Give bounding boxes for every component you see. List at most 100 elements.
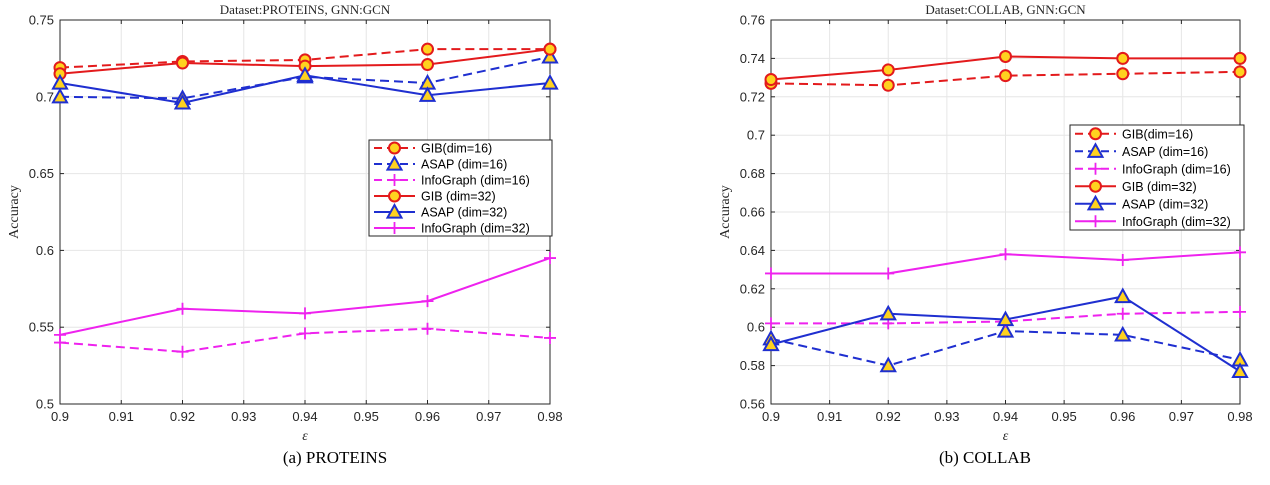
y-tick-label: 0.76 [740, 13, 765, 28]
y-tick-label: 0.6 [747, 320, 765, 335]
x-tick-label: 0.94 [292, 409, 317, 424]
caption-proteins: (a) PROTEINS [282, 448, 388, 467]
legend-marker [388, 141, 401, 155]
x-tick-label: 0.98 [537, 409, 562, 424]
legend-marker [388, 189, 401, 203]
data-point [1116, 254, 1129, 266]
legend-marker [1086, 194, 1105, 211]
y-tick-label: 0.75 [29, 13, 54, 28]
x-tick-label: 0.91 [817, 409, 842, 424]
data-point [173, 93, 192, 110]
series-5 [762, 287, 1249, 378]
data-point [299, 327, 311, 340]
data-point [879, 356, 897, 373]
legend-label: GIB (dim=32) [421, 190, 496, 204]
data-point [881, 63, 895, 77]
series-6 [54, 252, 556, 341]
legend-label: InfoGraph (dim=16) [1122, 162, 1231, 176]
legend: GIB(dim=16) ASAP (dim=16) InfoGraph (dim=1… [368, 139, 553, 237]
legend-marker [1089, 179, 1102, 193]
data-point [999, 49, 1012, 63]
data-point [1116, 51, 1130, 65]
legend-marker [385, 202, 404, 219]
data-point [176, 302, 189, 315]
series-1 [764, 65, 1247, 92]
data-point [54, 328, 66, 341]
data-point [764, 73, 778, 87]
data-point [879, 304, 897, 321]
data-point [765, 267, 777, 280]
data-point [1234, 246, 1246, 259]
charts-canvas: 0.9 0.91 0.92 0.93 0.94 0.95 0.96 0.97 0.98 0.5 0.… [7, 2, 1253, 440]
y-tick-label: 0.66 [740, 205, 765, 220]
data-point [421, 58, 434, 72]
x-tick-label: 0.93 [231, 409, 256, 424]
data-point [541, 47, 559, 64]
chart-title: Dataset:COLLAB, GNN:GCN [925, 2, 1086, 17]
y-axis-label: Accuracy [718, 185, 733, 239]
y-tick-label: 0.65 [29, 166, 54, 181]
y-axis-label: Accuracy [7, 185, 22, 239]
legend-label: ASAP (dim=16) [1122, 145, 1208, 159]
x-tick-label: 0.91 [109, 409, 134, 424]
x-tick-label: 0.92 [876, 409, 901, 424]
y-tick-label: 0.68 [740, 166, 765, 181]
data-point [51, 87, 69, 104]
legend-marker [1086, 142, 1105, 158]
x-tick-label: 0.97 [1169, 409, 1194, 424]
data-point [1116, 67, 1130, 81]
chart-proteins: 0.9 0.91 0.92 0.93 0.94 0.95 0.96 0.97 0.98 0.5 0.… [7, 2, 563, 440]
data-point [1233, 65, 1247, 79]
data-point [421, 322, 434, 335]
legend-label: InfoGraph (dim=32) [1122, 215, 1231, 229]
series-line [770, 70, 1241, 87]
y-tick-label: 0.62 [740, 281, 765, 296]
series-4 [53, 42, 557, 81]
data-point [421, 295, 434, 308]
chart-title: Dataset:PROTEINS, GNN:GCN [220, 2, 391, 17]
y-tick-label: 0.7 [36, 89, 54, 104]
series-6 [765, 246, 1246, 280]
legend: GIB(dim=16) ASAP (dim=16) InfoGraph (dim=1… [1069, 124, 1245, 231]
chart-collab: 0.9 0.91 0.92 0.93 0.94 0.95 0.96 0.97 0.98 0.56 0… [718, 2, 1253, 440]
caption-collab: (b) COLLAB [938, 448, 1032, 467]
series-2 [762, 321, 1249, 373]
data-point [418, 86, 437, 102]
data-point [999, 248, 1012, 261]
data-point [1233, 51, 1247, 65]
data-point [541, 73, 559, 90]
x-tick-label: 0.96 [415, 409, 440, 424]
y-tick-label: 0.74 [740, 51, 765, 66]
data-point [996, 321, 1015, 338]
data-point [51, 73, 69, 90]
x-tick-label: 0.95 [354, 409, 379, 424]
legend-marker [1089, 215, 1102, 228]
y-tick-label: 0.58 [740, 358, 765, 373]
y-tick-label: 0.56 [740, 397, 765, 412]
data-point [544, 331, 556, 344]
legend-box [1069, 124, 1245, 231]
legend-label: GIB(dim=16) [421, 142, 492, 156]
y-tick-label: 0.72 [740, 89, 765, 104]
legend-marker [388, 222, 401, 234]
data-point [1234, 305, 1246, 318]
data-point [881, 78, 895, 92]
data-point [543, 42, 557, 56]
x-tick-label: 0.9 [51, 409, 69, 424]
data-point [296, 66, 314, 82]
legend-label: GIB (dim=32) [1122, 180, 1197, 194]
data-point [762, 335, 780, 352]
legend-label: ASAP (dim=16) [421, 158, 507, 172]
data-point [544, 252, 556, 265]
data-point [1114, 287, 1132, 304]
data-point [299, 307, 311, 320]
legend-label: InfoGraph (dim=16) [421, 174, 530, 188]
x-tick-label: 0.96 [1110, 409, 1135, 424]
y-tick-label: 0.7 [747, 128, 765, 143]
legend-label: ASAP (dim=32) [421, 206, 507, 220]
y-tick-label: 0.55 [29, 320, 54, 335]
y-tick-label: 0.5 [36, 397, 54, 412]
data-point [176, 56, 189, 70]
x-axis-label: ε [1003, 429, 1009, 440]
